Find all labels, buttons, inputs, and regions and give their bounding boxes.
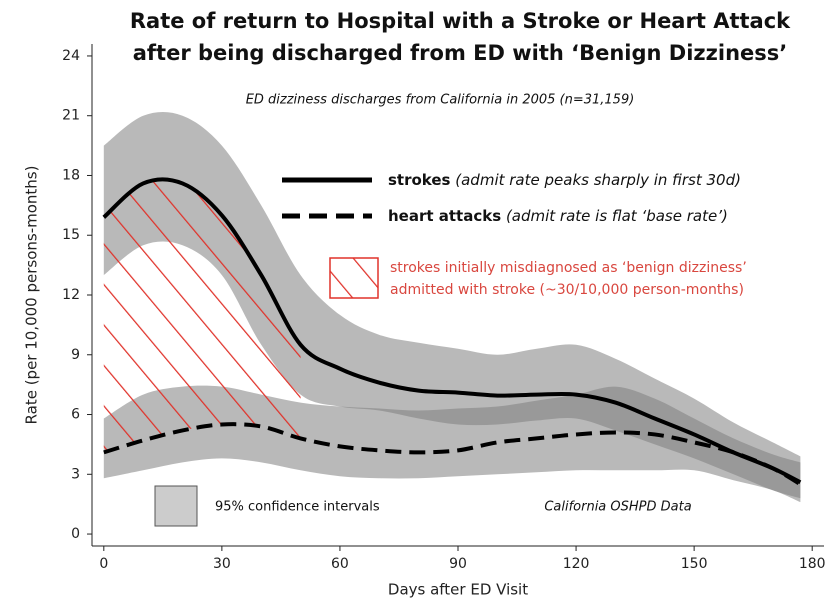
x-tick-label: 0 <box>99 556 108 572</box>
x-tick-label: 150 <box>681 556 708 572</box>
plot <box>102 111 802 503</box>
hatch-label: strokes initially misdiagnosed as ‘benig… <box>390 260 747 276</box>
legend-note: (admit rate peaks sharply in first 30d) <box>455 171 741 189</box>
hatch-region <box>103 179 301 453</box>
x-tick-label: 120 <box>563 556 590 572</box>
legend-label: heart attacks (admit rate is flat ‘base … <box>388 207 728 225</box>
y-tick-label: 12 <box>62 287 80 303</box>
hatch-label: admitted with stroke (~30/10,000 person-… <box>390 282 744 298</box>
y-tick-label: 24 <box>62 48 80 64</box>
y-tick-label: 9 <box>71 347 80 363</box>
subtitle: ED dizziness discharges from California … <box>246 93 635 108</box>
chart-title: after being discharged from ED with ‘Ben… <box>133 41 788 65</box>
y-tick-label: 3 <box>71 466 80 482</box>
x-tick-label: 30 <box>213 556 231 572</box>
series-line <box>102 177 802 485</box>
legend-name: heart attacks <box>388 207 501 225</box>
y-tick-label: 15 <box>62 227 80 243</box>
y-tick-label: 0 <box>71 526 80 542</box>
legend-ci <box>154 485 198 527</box>
y-axis-label: Rate (per 10,000 persons-months) <box>23 166 41 425</box>
x-tick-label: 90 <box>449 556 467 572</box>
ci-label: 95% confidence intervals <box>215 500 380 515</box>
chart-title: Rate of return to Hospital with a Stroke… <box>130 9 791 33</box>
y-tick-label: 21 <box>62 108 80 124</box>
y-tick-label: 18 <box>62 167 80 183</box>
x-tick-label: 180 <box>799 556 826 572</box>
x-axis-label: Days after ED Visit <box>388 581 528 599</box>
legend-name: strokes <box>388 171 451 189</box>
source: California OSHPD Data <box>544 500 691 515</box>
legend-note: (admit rate is flat ‘base rate’) <box>506 207 728 225</box>
series-line <box>103 422 802 486</box>
legend-hatch <box>329 257 379 299</box>
x-tick-label: 60 <box>331 556 349 572</box>
y-tick-label: 6 <box>71 407 80 423</box>
legend-label: strokes (admit rate peaks sharply in fir… <box>388 171 741 189</box>
